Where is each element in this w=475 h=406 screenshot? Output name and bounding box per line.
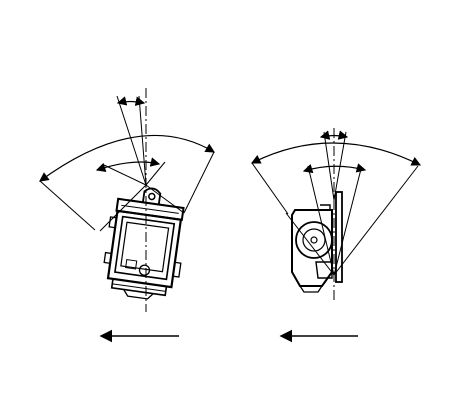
side-medium-angle-arc [302, 163, 367, 174]
side-large-angle-arc [250, 142, 422, 166]
side-outer-left-line [285, 212, 335, 276]
side-view [250, 128, 422, 343]
front-inner-left-line [116, 95, 147, 186]
side-small-angle-arc [319, 130, 349, 140]
side-outer-right-line [333, 165, 419, 276]
switch-front-icon [103, 187, 185, 300]
front-small-angle-arc [116, 96, 146, 106]
front-large-angle-arc [39, 134, 216, 182]
front-outer-left-line [99, 184, 147, 232]
side-mid-left-line [307, 165, 335, 276]
front-medium-angle-arc [95, 157, 161, 172]
side-mid-right-line [333, 168, 362, 276]
front-view [39, 88, 216, 343]
front-mid-left-line [103, 164, 147, 186]
mounting-plate [335, 191, 343, 283]
front-inner-right-line [138, 95, 147, 186]
front-mid-right-line [145, 161, 166, 186]
switch-side-icon [291, 204, 333, 293]
front-outer-right-line [145, 184, 185, 214]
